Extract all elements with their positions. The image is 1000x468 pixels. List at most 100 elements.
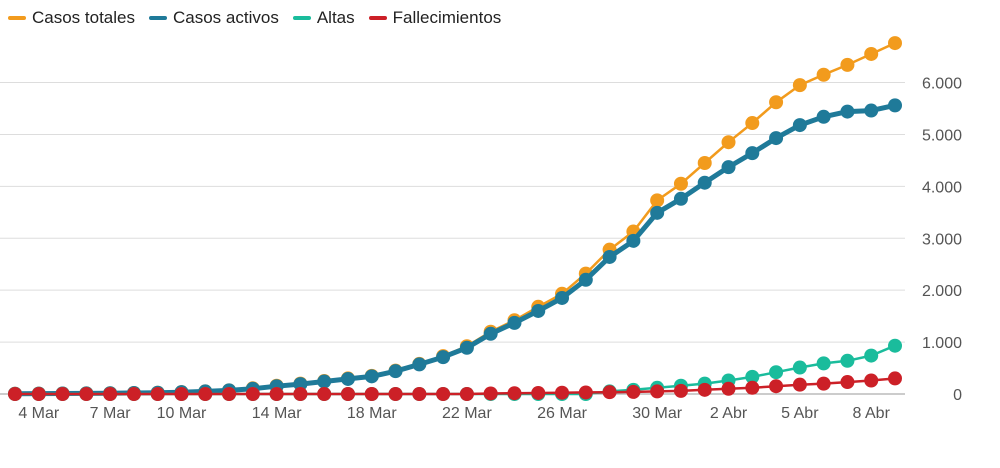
x-tick-label: 7 Mar [90, 405, 132, 422]
data-point [364, 387, 379, 401]
data-point [555, 290, 570, 305]
data-point [888, 371, 902, 386]
data-point [745, 380, 760, 395]
legend-item[interactable]: Fallecimientos [368, 8, 502, 28]
data-point [31, 387, 46, 401]
data-point [555, 385, 570, 400]
y-tick-label: 6.000 [922, 76, 962, 93]
data-point [673, 383, 688, 398]
data-point [864, 46, 879, 61]
data-point [769, 379, 784, 394]
data-point [864, 103, 879, 118]
data-point [578, 272, 593, 287]
y-tick-label: 1.000 [922, 335, 962, 352]
data-point [816, 67, 831, 82]
x-tick-label: 5 Abr [781, 405, 819, 422]
data-point [626, 233, 641, 248]
data-point [174, 387, 189, 401]
data-point [222, 387, 237, 401]
data-point [578, 385, 593, 400]
x-tick-label: 10 Mar [157, 405, 207, 422]
data-point [745, 369, 760, 384]
legend-item[interactable]: Casos totales [8, 8, 135, 28]
data-point [721, 135, 736, 150]
data-point [769, 95, 784, 110]
legend: Casos totales Casos activos Altas Fallecimi… [8, 8, 515, 28]
x-tick-label: 2 Abr [710, 405, 748, 422]
data-point [769, 365, 784, 380]
y-tick-label: 2.000 [922, 283, 962, 300]
data-point [745, 116, 760, 131]
data-point [888, 338, 902, 353]
data-point [673, 176, 688, 191]
y-tick-label: 0 [953, 387, 962, 404]
legend-label: Casos totales [32, 8, 135, 27]
data-point [626, 384, 641, 399]
data-point [792, 78, 807, 93]
series-1 [8, 36, 902, 401]
data-point [436, 387, 451, 401]
legend-item[interactable]: Altas [292, 8, 355, 28]
x-tick-label: 26 Mar [537, 405, 587, 422]
data-point [840, 353, 855, 368]
data-point [864, 348, 879, 363]
data-point [602, 249, 617, 264]
legend-swatch [368, 16, 387, 20]
data-point [745, 146, 760, 161]
data-point [697, 155, 712, 170]
x-tick-label: 18 Mar [347, 405, 397, 422]
series-line [12, 102, 898, 397]
x-tick-label: 22 Mar [442, 405, 492, 422]
data-point [8, 387, 22, 401]
data-point [840, 104, 855, 119]
data-point [769, 131, 784, 146]
data-point [721, 381, 736, 396]
data-point [816, 376, 831, 391]
data-point [864, 373, 879, 388]
legend-label: Fallecimientos [392, 8, 502, 27]
legend-swatch [292, 16, 311, 20]
data-point [269, 387, 284, 401]
series-line [13, 41, 897, 395]
x-tick-label: 4 Mar [18, 405, 60, 422]
legend-label: Casos activos [173, 8, 279, 27]
data-point [650, 193, 665, 208]
y-axis: 0 1.000 2.000 3.000 4.000 5.000 6.000 [922, 76, 962, 404]
data-point [150, 387, 165, 401]
data-point [436, 350, 451, 365]
legend-item[interactable]: Casos activos [149, 8, 279, 28]
y-tick-label: 3.000 [922, 231, 962, 248]
data-point [816, 356, 831, 371]
data-point [650, 384, 665, 399]
data-point [673, 191, 688, 206]
data-point [364, 369, 379, 384]
data-point [840, 57, 855, 72]
data-point [792, 360, 807, 375]
data-point [697, 175, 712, 190]
data-point [531, 303, 546, 318]
series-4 [8, 371, 902, 401]
data-point [888, 98, 902, 113]
data-point [697, 382, 712, 397]
data-point [459, 387, 474, 401]
data-point [198, 387, 213, 401]
data-point [340, 371, 355, 386]
data-point [317, 387, 332, 401]
data-point [816, 109, 831, 124]
y-tick-label: 4.000 [922, 179, 962, 196]
data-point [293, 377, 308, 392]
data-point [840, 375, 855, 390]
data-point [721, 160, 736, 175]
data-point [317, 374, 332, 389]
data-point [459, 340, 474, 355]
x-axis: 4 Mar 7 Mar 10 Mar 14 Mar 18 Mar 22 Mar 26 Mar… [18, 405, 890, 422]
data-point [507, 315, 522, 330]
data-point [483, 386, 498, 401]
series-2 [8, 98, 902, 401]
data-point [55, 387, 70, 401]
data-point [103, 387, 118, 401]
data-point [888, 36, 902, 51]
data-point [531, 385, 546, 400]
legend-label: Altas [316, 8, 355, 27]
